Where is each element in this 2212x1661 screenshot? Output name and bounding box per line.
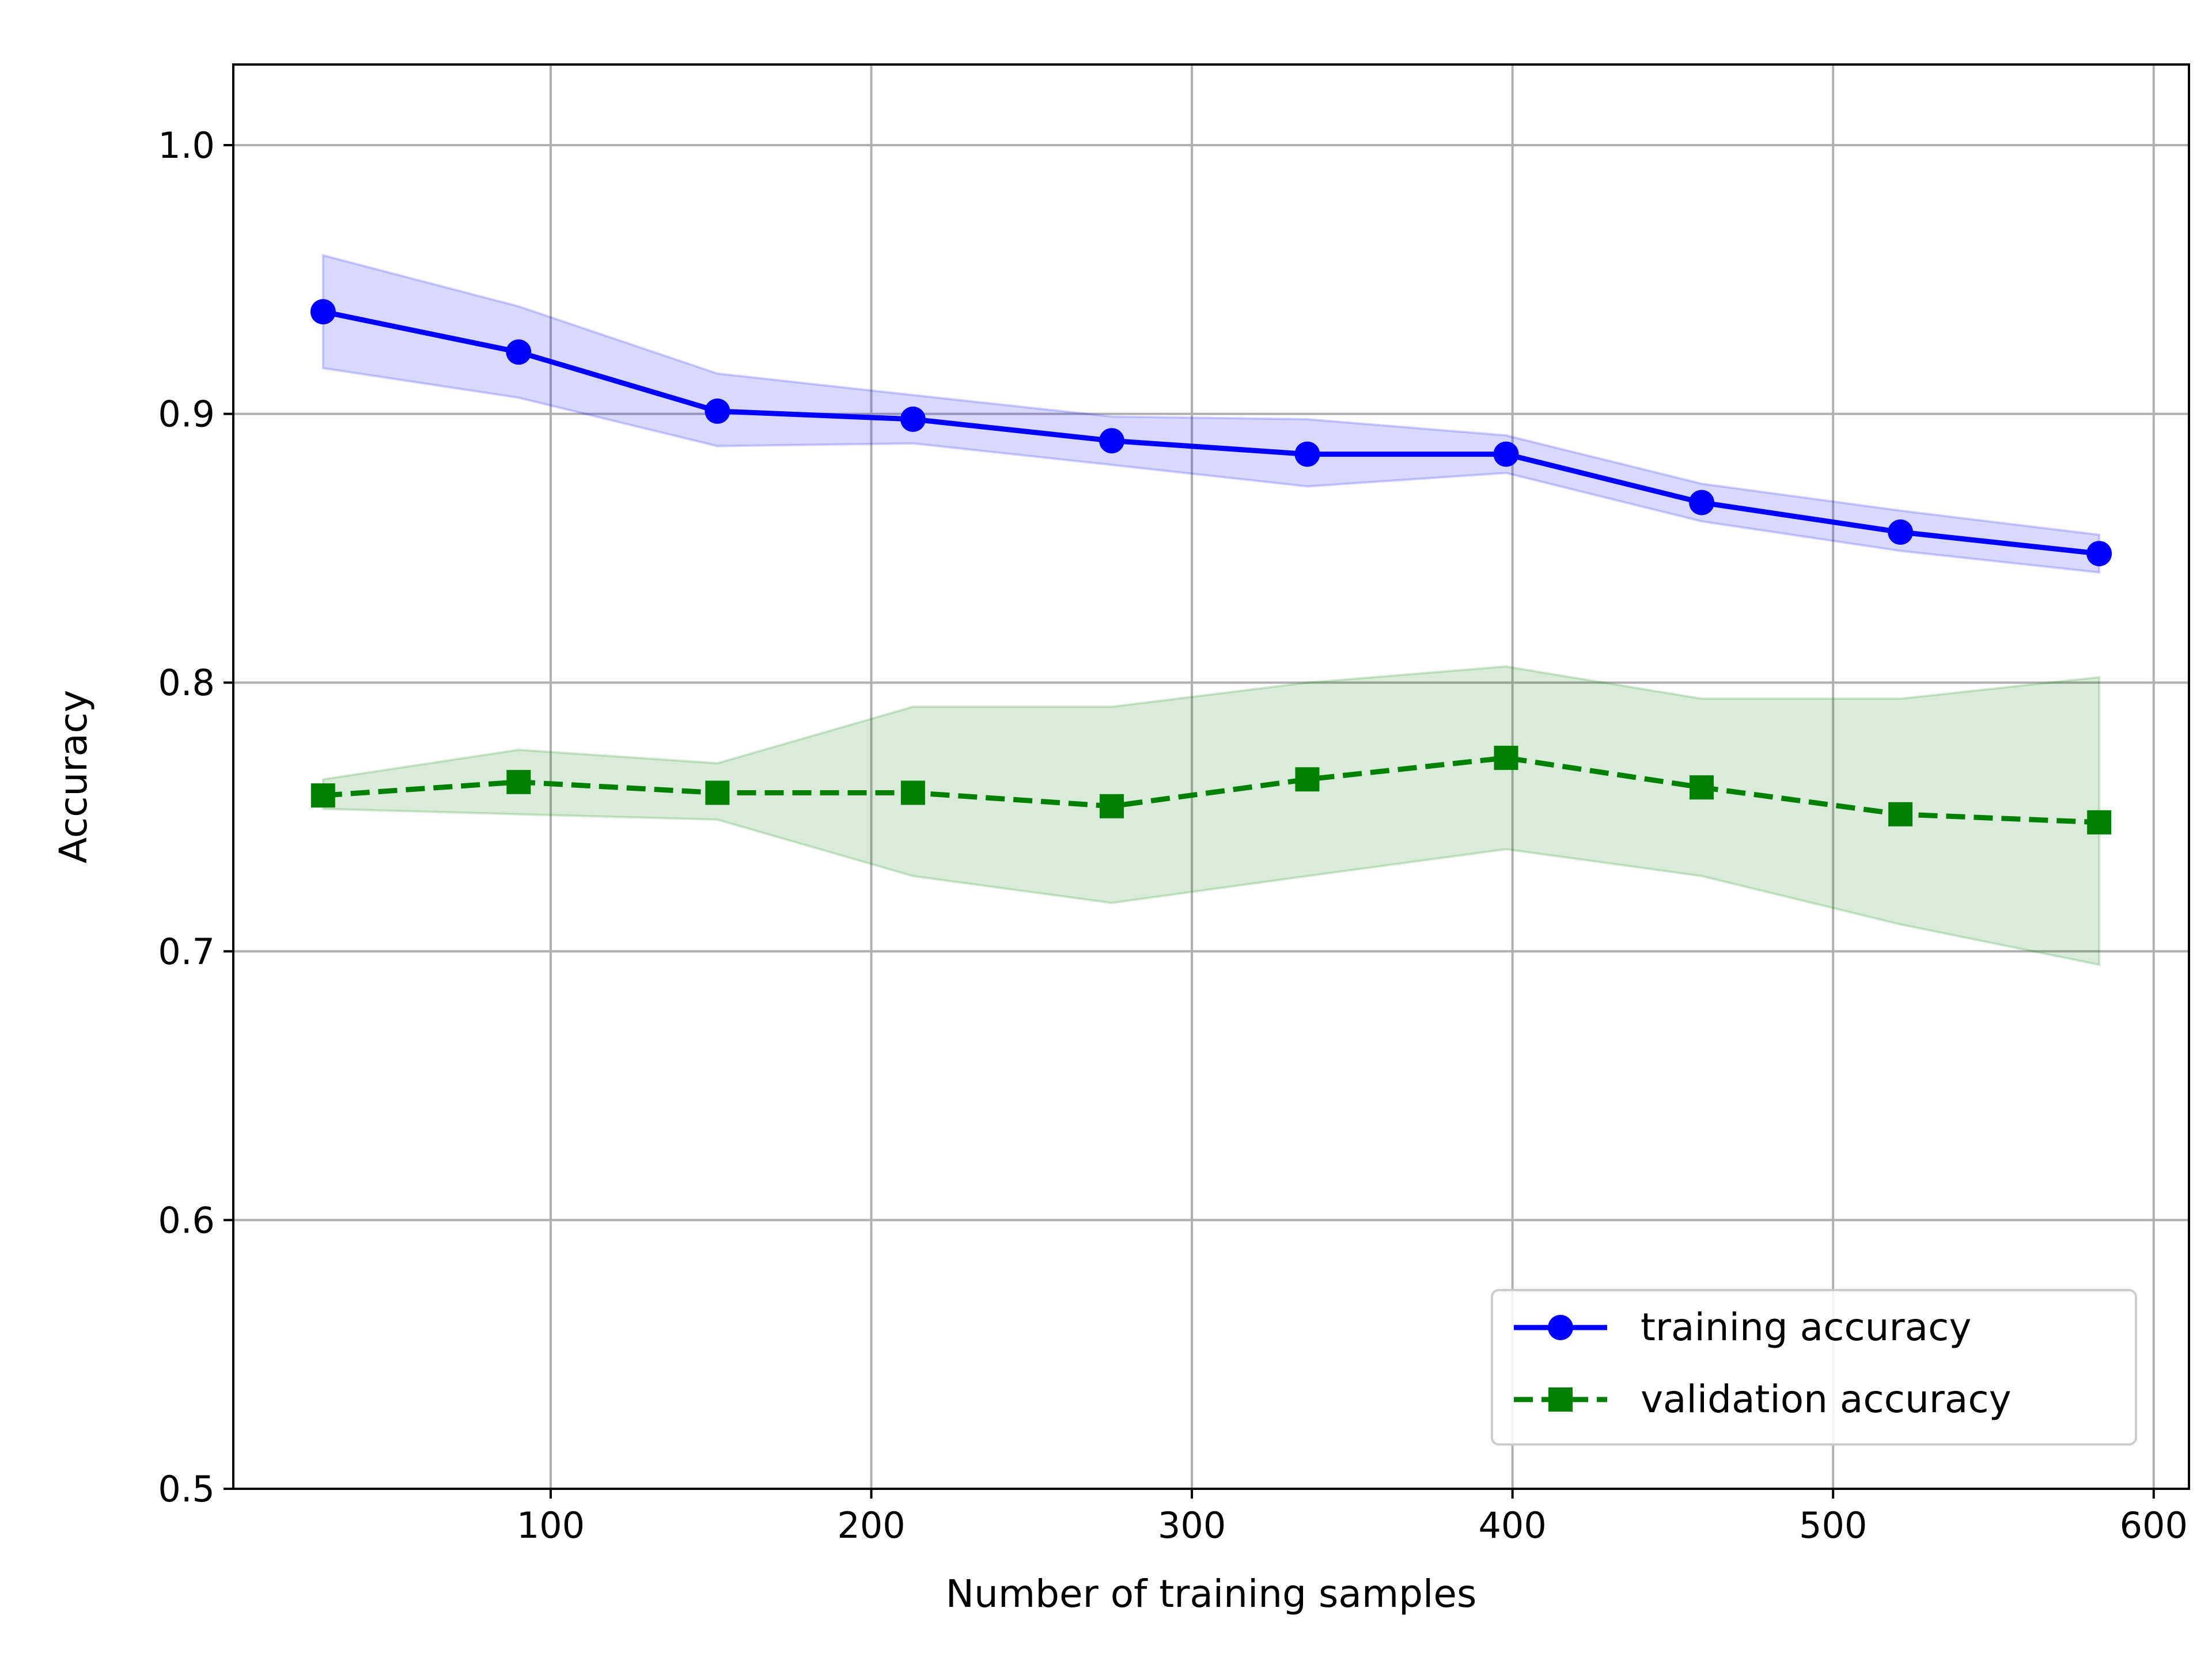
x-tick-label: 100 [517, 1504, 585, 1546]
data-point-circle [900, 406, 926, 432]
grid-layer [233, 65, 2189, 1490]
data-point-circle [704, 398, 730, 424]
data-point-square [2087, 810, 2112, 835]
legend-marker-circle [1548, 1315, 1573, 1340]
data-point-square [1295, 767, 1320, 792]
data-point-circle [1493, 441, 1519, 467]
legend: training accuracy validation accuracy [1491, 1289, 2137, 1446]
data-point-circle [506, 339, 532, 365]
legend-label: validation accuracy [1641, 1377, 2012, 1421]
data-point-square [506, 769, 531, 794]
x-axis-label: Number of training samples [946, 1572, 1477, 1616]
data-point-square [900, 780, 925, 805]
plot-frame [232, 63, 2190, 1490]
y-axis-label: Accuracy [51, 690, 96, 863]
data-point-circle [1099, 428, 1124, 454]
band-square [321, 665, 2101, 966]
y-tick-label: 0.8 [158, 662, 215, 704]
legend-box [1491, 1289, 2137, 1446]
series-layer [310, 299, 2112, 835]
data-point-square [1099, 794, 1124, 818]
data-point-circle [2086, 541, 2112, 567]
legend-marker-square [1548, 1387, 1573, 1412]
series-line-square [323, 755, 2100, 825]
tick-layer: 100 200 300 400 500 600 0.5 0.6 0.7 0.8 0.9 1.0 [158, 124, 2188, 1546]
data-point-square [705, 780, 730, 805]
y-tick-label: 0.7 [158, 931, 215, 973]
y-tick-label: 0.5 [158, 1468, 215, 1510]
y-tick-label: 0.6 [158, 1199, 215, 1241]
series-line-circle [322, 309, 2100, 556]
data-point-square [1690, 775, 1714, 800]
y-tick-label: 0.9 [158, 393, 215, 435]
data-point-square [1888, 802, 1913, 826]
data-point-square [1494, 745, 1518, 770]
x-tick-label: 200 [837, 1504, 905, 1546]
data-point-circle [1294, 441, 1320, 467]
x-tick-label: 300 [1158, 1504, 1226, 1546]
x-tick-label: 600 [2120, 1504, 2188, 1546]
x-tick-label: 400 [1478, 1504, 1546, 1546]
y-tick-label: 1.0 [158, 124, 215, 166]
data-point-circle [310, 299, 336, 325]
data-point-square [310, 783, 335, 808]
data-point-circle [1888, 519, 1914, 545]
legend-label: training accuracy [1641, 1305, 1971, 1349]
x-tick-label: 500 [1799, 1504, 1867, 1546]
data-point-circle [1689, 490, 1715, 515]
